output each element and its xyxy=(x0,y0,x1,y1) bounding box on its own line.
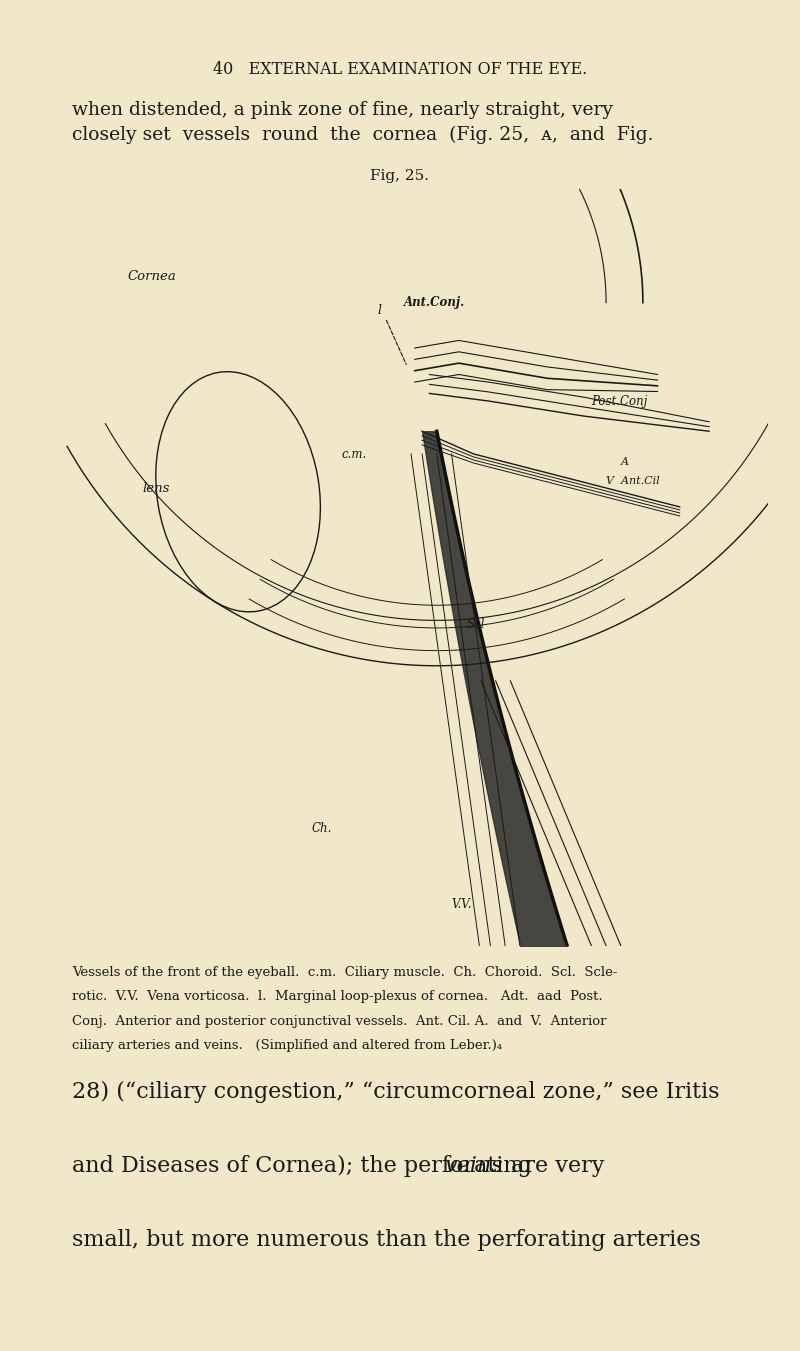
Text: Ant.Conj.: Ant.Conj. xyxy=(404,296,465,309)
Text: small, but more numerous than the perforating arteries: small, but more numerous than the perfor… xyxy=(72,1229,701,1251)
Text: veins: veins xyxy=(444,1155,502,1177)
Text: rotic.  V.V.  Vena vorticosa.  l.  Marginal loop-plexus of cornea.   Adt.  aad  : rotic. V.V. Vena vorticosa. l. Marginal … xyxy=(72,990,602,1004)
Text: ciliary arteries and veins.   (Simplified and altered from Leber.)₄: ciliary arteries and veins. (Simplified … xyxy=(72,1039,502,1052)
Text: V  Ant.Cil: V Ant.Cil xyxy=(606,476,660,486)
Text: Vessels of the front of the eyeball.  c.m.  Ciliary muscle.  Ch.  Choroid.  Scl.: Vessels of the front of the eyeball. c.m… xyxy=(72,966,618,979)
Text: lens: lens xyxy=(142,482,170,494)
Text: Cornea: Cornea xyxy=(128,270,177,282)
Text: 28) (“ciliary congestion,” “circumcorneal zone,” see Iritis: 28) (“ciliary congestion,” “circumcornea… xyxy=(72,1081,719,1102)
Text: Conj.  Anterior and posterior conjunctival vessels.  Ant. Cil. A.  and  V.  Ante: Conj. Anterior and posterior conjunctiva… xyxy=(72,1015,606,1028)
Text: Ch.: Ch. xyxy=(312,823,332,835)
Text: Fig, 25.: Fig, 25. xyxy=(370,169,430,182)
Text: 40   EXTERNAL EXAMINATION OF THE EYE.: 40 EXTERNAL EXAMINATION OF THE EYE. xyxy=(213,61,587,78)
Text: closely set  vessels  round  the  cornea  (Fig. 25,  ᴀ,  and  Fig.: closely set vessels round the cornea (Fi… xyxy=(72,126,654,145)
Text: c.m.: c.m. xyxy=(341,447,366,461)
Text: and Diseases of Cornea); the perforating: and Diseases of Cornea); the perforating xyxy=(72,1155,539,1177)
Text: l: l xyxy=(378,304,382,317)
Text: A: A xyxy=(621,457,629,467)
Text: V.V.: V.V. xyxy=(451,898,472,911)
Text: Scl: Scl xyxy=(466,617,485,631)
Text: Post.Conj: Post.Conj xyxy=(591,394,648,408)
Text: are very: are very xyxy=(504,1155,605,1177)
Text: when distended, a pink zone of fine, nearly straight, very: when distended, a pink zone of fine, nea… xyxy=(72,101,613,119)
